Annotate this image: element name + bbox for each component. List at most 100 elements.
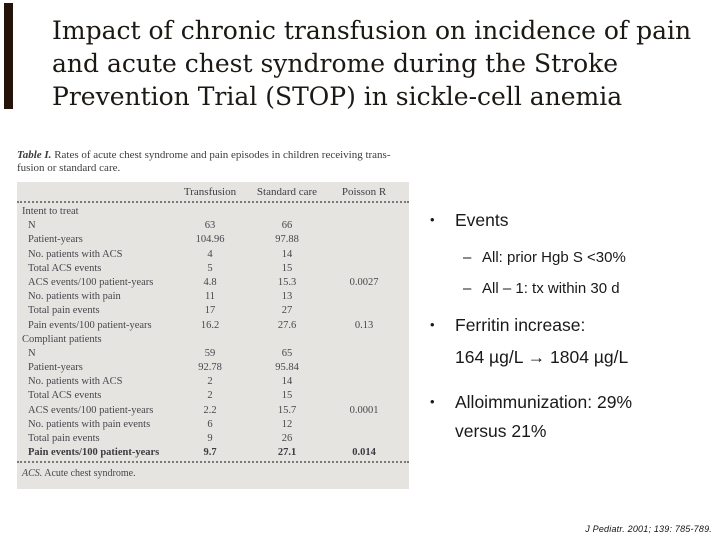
table-caption-line1: Rates of acute chest syndrome and pain e…: [54, 149, 391, 161]
table-row: Pain events/100 patient-years 9.7 27.1 0…: [17, 447, 409, 461]
table-rows: Intent to treat N 63 66 Patient-years 10…: [17, 203, 409, 461]
row-value-transfusion: 17: [204, 305, 216, 317]
row-label: N: [28, 220, 36, 232]
row-label: Patient-years: [28, 234, 83, 246]
bullet-dot-icon: •: [430, 317, 435, 332]
row-value-standard-care: 97.88: [275, 234, 299, 246]
table-row: No. patients with pain 11 13: [17, 291, 409, 305]
header-rule: [17, 201, 409, 203]
table-figure: Table I. Rates of acute chest syndrome a…: [17, 149, 409, 490]
row-value-transfusion: 9.7: [203, 447, 217, 459]
row-value-transfusion: 9: [207, 433, 213, 444]
row-value-standard-care: 95.84: [275, 362, 299, 374]
row-value-standard-care: 15.3: [277, 276, 297, 288]
table-caption: Table I. Rates of acute chest syndrome a…: [17, 149, 409, 162]
row-label: Total ACS events: [28, 390, 102, 402]
row-value-standard-care: 15.7: [277, 404, 297, 416]
row-value-transfusion: 92.78: [198, 362, 222, 374]
table-row: Total pain events 17 27: [17, 305, 409, 319]
table-footnote-label: ACS.: [22, 468, 43, 480]
bullet-alloimmunization-cont: versus 21%: [455, 421, 547, 441]
bullet-ferritin: • Ferritin increase:: [430, 314, 718, 336]
row-value-transfusion: 2: [207, 390, 213, 402]
bullet-alloimmunization-label: Alloimmunization: 29%: [455, 392, 633, 412]
table-row: ACS events/100 patient-years 4.8 15.3 0.…: [17, 277, 409, 291]
table-row: N 59 65: [17, 348, 409, 362]
row-value-standard-care: 14: [281, 248, 293, 260]
row-label: Pain events/100 patient-years: [28, 319, 152, 331]
row-value-transfusion: 2.2: [203, 404, 217, 416]
table-caption-line2: fusion or standard care.: [17, 162, 121, 174]
row-value-standard-care: 66: [281, 220, 293, 232]
table-row: Total ACS events 2 15: [17, 390, 409, 404]
bullet-ferritin-label: Ferritin increase:: [455, 315, 586, 335]
row-value-poisson-r: 0.13: [354, 319, 374, 331]
row-value-standard-care: 27: [281, 305, 293, 317]
table-footnote: ACS. Acute chest syndrome.: [17, 463, 409, 481]
bullet-events-label: Events: [455, 210, 509, 230]
table-row: No. patients with pain events 6 12: [17, 419, 409, 433]
row-value-standard-care: 27.1: [277, 447, 297, 459]
row-value-poisson-r: 0.0001: [349, 404, 379, 416]
row-value-standard-care: 14: [281, 376, 293, 388]
column-header-transfusion: Transfusion: [183, 186, 237, 198]
row-label: No. patients with ACS: [28, 376, 123, 388]
table-footnote-text: Acute chest syndrome.: [44, 468, 136, 480]
accent-bar: [4, 3, 13, 109]
row-value-transfusion: 2: [207, 376, 213, 388]
slide-title: Impact of chronic transfusion on inciden…: [52, 16, 692, 111]
row-label: Intent to treat: [22, 206, 79, 217]
bullet-alloimmunization: • Alloimmunization: 29%: [430, 391, 718, 413]
table-caption-label: Table I.: [17, 149, 52, 161]
row-value-transfusion: 104.96: [195, 234, 225, 246]
journal-citation: J Pediatr. 2001; 139: 785-789.: [585, 524, 712, 534]
table-row: Pain events/100 patient-years 16.2 27.6 …: [17, 320, 409, 334]
table-header-row: Transfusion Standard care Poisson R: [17, 182, 409, 201]
row-label: Pain events/100 patient-years: [28, 447, 160, 459]
row-label: Total ACS events: [28, 262, 102, 274]
sub-bullet-prior-hgb: – All: prior Hgb S <30%: [463, 248, 718, 267]
table-row: Intent to treat: [17, 206, 409, 220]
bullet-events: • Events: [430, 209, 718, 231]
table-row: No. patients with ACS 2 14: [17, 376, 409, 390]
bullet-dot-icon: •: [430, 212, 435, 227]
row-value-standard-care: 15: [281, 390, 293, 402]
sub-bullet-tx-within-label: All – 1: tx within 30 d: [482, 280, 620, 297]
bullet-dot-icon: •: [430, 394, 435, 409]
row-value-standard-care: 12: [281, 418, 293, 430]
row-label: N: [28, 347, 36, 359]
sub-bullet-tx-within: – All – 1: tx within 30 d: [463, 279, 718, 298]
row-label: Compliant patients: [22, 333, 102, 345]
row-label: ACS events/100 patient-years: [28, 404, 154, 416]
row-value-standard-care: 15: [281, 262, 293, 274]
table-row: Compliant patients: [17, 334, 409, 348]
dash-icon: –: [463, 280, 472, 297]
table-row: ACS events/100 patient-years 2.2 15.7 0.…: [17, 405, 409, 419]
row-value-transfusion: 59: [204, 347, 216, 359]
row-value-transfusion: 4: [207, 248, 213, 260]
row-value-transfusion: 4.8: [203, 276, 217, 288]
row-value-transfusion: 6: [207, 418, 213, 430]
table-row: Patient-years 104.96 97.88: [17, 234, 409, 248]
column-header-poisson-r: Poisson R: [341, 186, 387, 198]
table-image: Transfusion Standard care Poisson R Inte…: [17, 182, 409, 490]
dash-icon: –: [463, 249, 472, 266]
row-value-transfusion: 11: [204, 291, 216, 303]
row-label: No. patients with ACS: [28, 248, 123, 260]
row-label: Total pain events: [28, 305, 100, 317]
row-value-transfusion: 5: [207, 262, 213, 274]
row-value-standard-care: 26: [281, 433, 293, 444]
table-row: Total ACS events 5 15: [17, 263, 409, 277]
row-value-standard-care: 65: [281, 347, 293, 359]
table-row: No. patients with ACS 4 14: [17, 249, 409, 263]
table-row: Total pain events 9 26: [17, 433, 409, 447]
row-value-transfusion: 63: [204, 220, 216, 232]
table-row: N 63 66: [17, 220, 409, 234]
row-label: Patient-years: [28, 362, 83, 374]
row-label: No. patients with pain: [28, 291, 121, 303]
row-value-transfusion: 16.2: [200, 319, 220, 331]
row-value-poisson-r: 0.0027: [349, 276, 379, 288]
row-label: ACS events/100 patient-years: [28, 276, 154, 288]
row-value-standard-care: 13: [281, 291, 293, 303]
column-header-standard-care: Standard care: [256, 186, 318, 198]
